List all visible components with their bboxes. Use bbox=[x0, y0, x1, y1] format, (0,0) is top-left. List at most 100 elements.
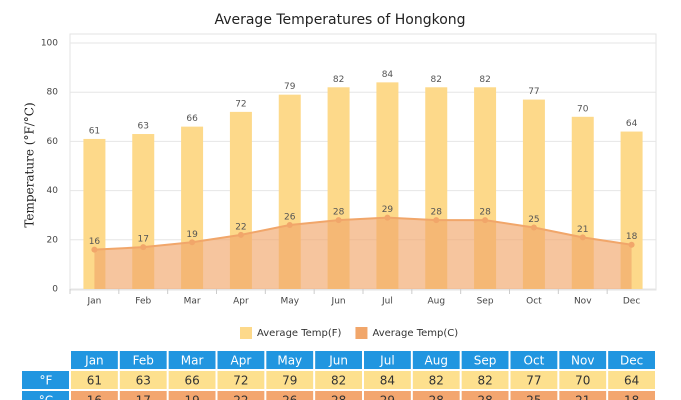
table-cell-value: 66 bbox=[184, 374, 199, 388]
table-header-label: Dec bbox=[620, 354, 643, 368]
data-label: 79 bbox=[284, 82, 296, 92]
table-cell bbox=[412, 371, 460, 389]
table-header-label: May bbox=[277, 354, 302, 368]
table-header-cell bbox=[559, 351, 607, 369]
y-tick-label: 20 bbox=[47, 235, 59, 245]
x-tick-label: Dec bbox=[623, 297, 640, 307]
table-header-cell bbox=[608, 351, 655, 369]
data-label: 28 bbox=[333, 208, 345, 218]
x-tick-label: Jul bbox=[381, 297, 393, 307]
table-header-label: Oct bbox=[524, 354, 545, 368]
point bbox=[286, 222, 293, 229]
data-label: 26 bbox=[284, 213, 296, 223]
table-cell-value: 61 bbox=[87, 374, 102, 388]
table-row-label-cell bbox=[22, 391, 69, 400]
table-cell bbox=[266, 391, 314, 400]
table-cell bbox=[559, 371, 607, 389]
table-header-cell bbox=[315, 351, 362, 369]
table-cell-value: 77 bbox=[526, 374, 541, 388]
table-cell bbox=[608, 371, 655, 389]
table-header-label: Nov bbox=[571, 354, 594, 368]
data-label: 61 bbox=[89, 126, 100, 136]
point bbox=[579, 234, 586, 241]
point bbox=[384, 214, 391, 221]
legend-swatch bbox=[355, 327, 368, 339]
area bbox=[94, 217, 632, 289]
table-cell-value: 70 bbox=[575, 374, 590, 388]
y-tick-label: 40 bbox=[47, 186, 59, 196]
point bbox=[530, 224, 537, 231]
table-cell-value: 82 bbox=[331, 374, 346, 388]
table-cell-value: 21 bbox=[575, 394, 590, 400]
point bbox=[91, 246, 98, 253]
table-cell bbox=[119, 391, 167, 400]
x-tick-label: Feb bbox=[135, 297, 151, 307]
x-tick-label: May bbox=[280, 297, 299, 307]
point bbox=[335, 217, 342, 224]
data-label: 29 bbox=[382, 205, 394, 215]
x-tick-label: Jun bbox=[331, 297, 346, 307]
y-tick-label: 80 bbox=[47, 88, 59, 98]
data-label: 82 bbox=[431, 75, 442, 85]
table-header-cell bbox=[119, 351, 167, 369]
table-cell bbox=[119, 371, 167, 389]
table-cell-value: 26 bbox=[282, 394, 297, 400]
y-tick-label: 0 bbox=[52, 285, 58, 295]
table-cell-value: 72 bbox=[233, 374, 248, 388]
data-label: 28 bbox=[479, 208, 491, 218]
data-label: 84 bbox=[382, 70, 394, 80]
data-label: 19 bbox=[186, 230, 198, 240]
table-cell-value: 28 bbox=[477, 394, 492, 400]
x-tick-label: Jan bbox=[86, 297, 101, 307]
table-cell bbox=[315, 371, 362, 389]
table-cell-value: 17 bbox=[136, 394, 151, 400]
table-cell bbox=[217, 391, 265, 400]
legend-label: Average Temp(F) bbox=[257, 328, 342, 339]
table-header-label: Mar bbox=[181, 354, 204, 368]
data-label: 66 bbox=[186, 114, 198, 124]
x-tick-label: Sep bbox=[477, 297, 494, 307]
table-cell bbox=[71, 371, 118, 389]
table-cell-value: 82 bbox=[477, 374, 492, 388]
table-cell-value: 63 bbox=[136, 374, 151, 388]
point bbox=[433, 217, 440, 224]
y-tick-label: 100 bbox=[41, 39, 58, 49]
point bbox=[482, 217, 489, 224]
table-cell-value: 22 bbox=[233, 394, 248, 400]
data-label: 82 bbox=[479, 75, 490, 85]
table-cell bbox=[608, 391, 655, 400]
table-header-cell bbox=[412, 351, 460, 369]
table-cell-value: 25 bbox=[526, 394, 541, 400]
table-header-label: Jan bbox=[84, 354, 104, 368]
table-cell bbox=[364, 391, 411, 400]
table-cell-value: 82 bbox=[429, 374, 444, 388]
table-cell-value: 28 bbox=[429, 394, 444, 400]
point bbox=[140, 244, 147, 251]
data-label: 28 bbox=[431, 208, 443, 218]
legend-swatch bbox=[240, 327, 252, 339]
chart-title: Average Temperatures of Hongkong bbox=[214, 12, 465, 28]
y-tick-label: 60 bbox=[47, 137, 59, 147]
table-cell bbox=[168, 391, 216, 400]
data-label: 21 bbox=[577, 225, 588, 235]
data-label: 82 bbox=[333, 75, 344, 85]
table-header-cell bbox=[510, 351, 558, 369]
data-label: 17 bbox=[138, 235, 149, 245]
table-cell bbox=[315, 391, 362, 400]
legend-label: Average Temp(C) bbox=[372, 328, 458, 339]
table-header-cell bbox=[364, 351, 411, 369]
table-cell-value: 79 bbox=[282, 374, 297, 388]
x-tick-label: Apr bbox=[233, 297, 249, 307]
table-header-label: Apr bbox=[231, 354, 252, 368]
y-axis-label: Temperature (°F/°C) bbox=[23, 102, 37, 227]
table-cell-value: 29 bbox=[380, 394, 395, 400]
x-tick-label: Aug bbox=[427, 297, 445, 307]
table-cell-value: 28 bbox=[331, 394, 346, 400]
table-cell-value: 64 bbox=[624, 374, 639, 388]
data-label: 64 bbox=[626, 119, 638, 129]
table-cell-value: 19 bbox=[184, 394, 199, 400]
point bbox=[237, 231, 244, 238]
x-tick-label: Oct bbox=[526, 297, 542, 307]
table-cell bbox=[510, 371, 558, 389]
